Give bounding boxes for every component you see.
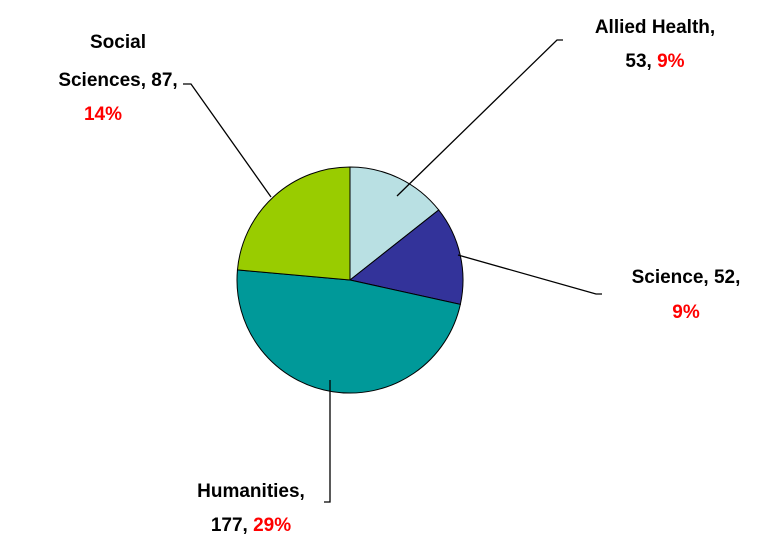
label-social-line2: Sciences, 87,: [58, 70, 177, 91]
label-allied-health-second-line: 53, 9%: [625, 51, 684, 72]
label-allied-health-percent: 9%: [657, 51, 685, 72]
leader-line-allied-health: [397, 40, 563, 196]
leader-line-social-sciences: [183, 84, 271, 197]
label-science-line1: Science, 52,: [632, 267, 741, 288]
pie-slices: [237, 167, 463, 393]
leader-line-science: [458, 255, 602, 294]
label-social-sciences: Social: [90, 32, 146, 53]
label-allied-health-value: 53,: [625, 51, 651, 72]
pie-slice-social-sciences: [237, 167, 350, 280]
label-science: Science, 52,: [632, 267, 741, 288]
label-allied-health-line1: Allied Health,: [595, 17, 715, 38]
label-social-sciences-second-line: Sciences, 87,: [58, 70, 177, 91]
label-humanities-value: 177,: [211, 515, 248, 536]
label-humanities-second-line: 177, 29%: [211, 515, 291, 536]
label-allied-health: Allied Health,: [595, 17, 715, 38]
label-social-line1: Social: [90, 32, 146, 53]
label-science-percent-text: 9%: [672, 302, 700, 323]
label-humanities-line1: Humanities,: [197, 481, 305, 502]
label-humanities: Humanities,: [197, 481, 305, 502]
leader-line-humanities: [324, 380, 330, 502]
label-social-percent-text: 14%: [84, 104, 122, 125]
label-science-percent: 9%: [672, 302, 700, 323]
label-social-sciences-percent: 14%: [84, 104, 122, 125]
label-humanities-percent: 29%: [253, 515, 291, 536]
